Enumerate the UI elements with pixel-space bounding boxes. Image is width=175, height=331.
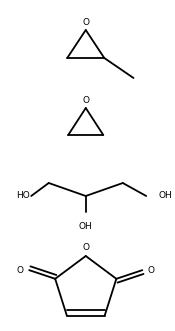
Text: O: O — [82, 96, 89, 105]
Text: OH: OH — [159, 192, 173, 201]
Text: O: O — [82, 18, 89, 26]
Text: OH: OH — [79, 222, 93, 231]
Text: O: O — [82, 243, 89, 252]
Text: O: O — [17, 266, 24, 275]
Text: O: O — [148, 266, 155, 275]
Text: HO: HO — [17, 192, 30, 201]
